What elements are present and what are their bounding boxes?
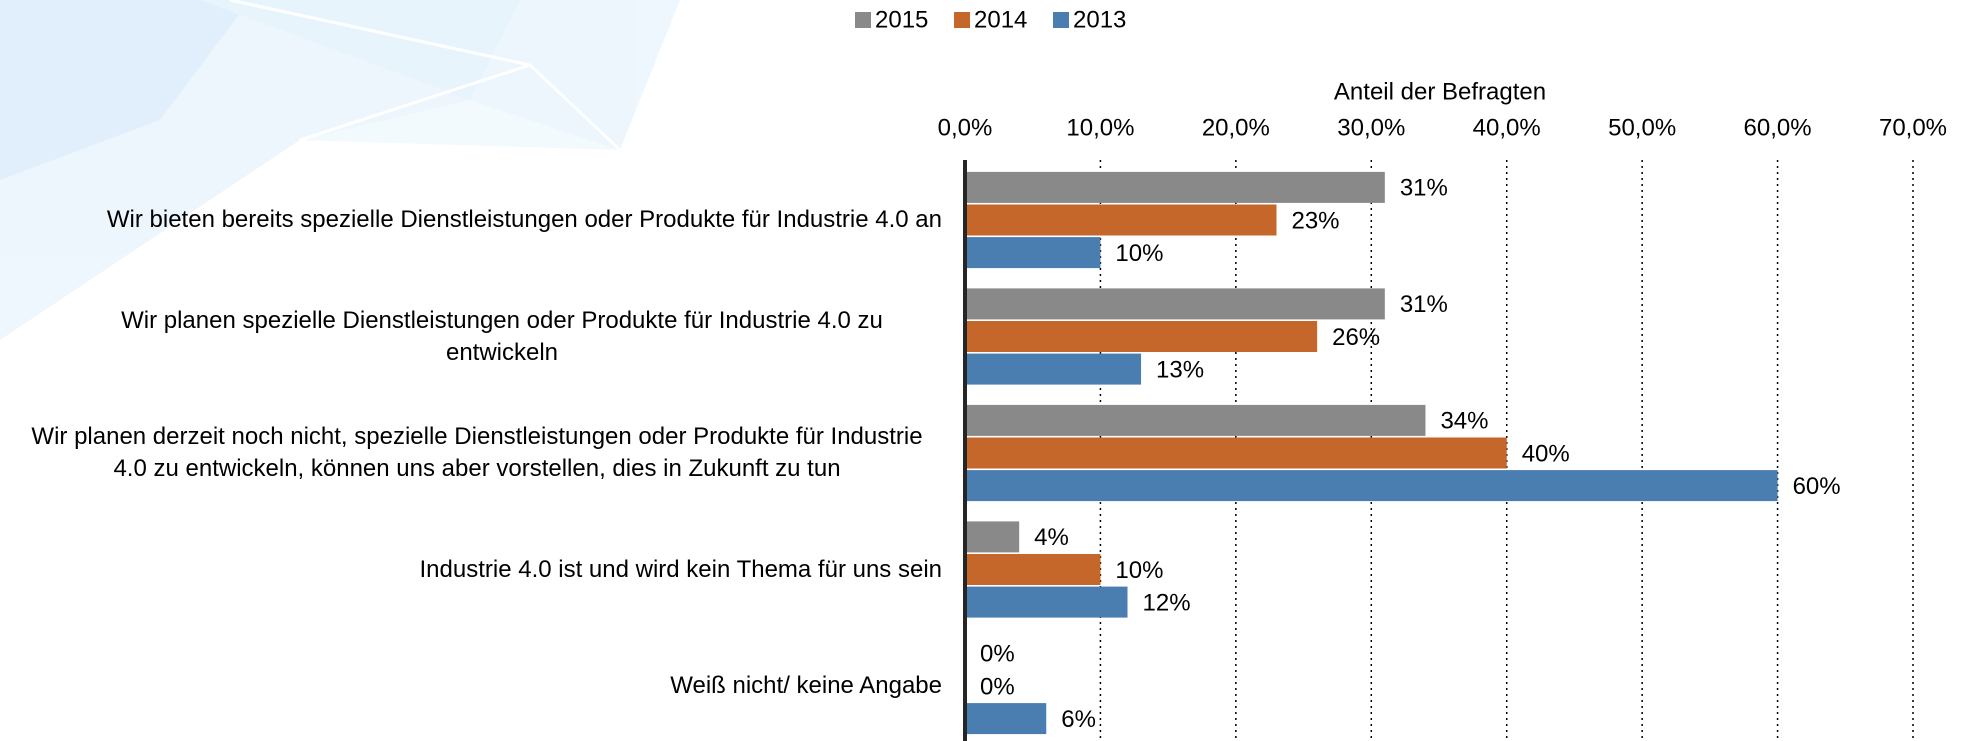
category-label: Wir planen derzeit noch nicht, spezielle… [12,421,942,485]
legend-swatch [855,12,871,28]
x-tick-label: 50,0% [1608,114,1676,141]
x-tick-label: 60,0% [1744,114,1812,141]
data-label: 12% [1143,589,1191,616]
x-tick-label: 70,0% [1879,114,1947,141]
data-label: 0% [980,673,1015,700]
x-tick-label: 30,0% [1337,114,1405,141]
data-label: 4% [1034,524,1069,551]
page: Anteil der Befragten 0,0% 10,0% 20,0% 30,0%… [0,0,1964,741]
data-label: 31% [1400,291,1448,318]
bar [965,703,1046,734]
data-label: 40% [1522,440,1570,467]
x-tick-label: 40,0% [1473,114,1541,141]
bar [965,172,1385,203]
background-decoration [0,0,680,340]
x-tick-label: 0,0% [938,114,993,141]
legend-label: 2014 [974,6,1027,33]
x-axis-title: Anteil der Befragten [1334,78,1546,105]
bar [965,470,1778,501]
chart: Anteil der Befragten 0,0% 10,0% 20,0% 30,0%… [0,0,1964,741]
legend-label: 2015 [875,6,928,33]
bar [965,405,1425,436]
bar [965,237,1100,268]
bar [965,354,1141,385]
data-label: 10% [1115,240,1163,267]
bar [965,587,1128,618]
data-label: 6% [1061,706,1096,733]
data-label: 26% [1332,324,1380,351]
x-tick-label: 10,0% [1066,114,1134,141]
legend-swatch [1053,12,1069,28]
legend-swatch [954,12,970,28]
data-label: 13% [1156,356,1204,383]
data-label: 23% [1291,207,1339,234]
data-label: 60% [1793,473,1841,500]
data-label: 31% [1400,175,1448,202]
category-label: Wir bieten bereits spezielle Dienstleist… [107,204,942,236]
category-label: Weiß nicht/ keine Angabe [670,670,942,702]
bar [965,554,1100,585]
data-label: 34% [1440,408,1488,435]
data-label: 0% [980,641,1015,668]
category-label: Industrie 4.0 ist und wird kein Thema fü… [420,554,943,586]
x-tick-label: 20,0% [1202,114,1270,141]
bar [965,288,1385,319]
bar [965,205,1276,236]
data-label: 10% [1115,557,1163,584]
legend-label: 2013 [1073,6,1126,33]
bar [965,438,1507,469]
category-label: Wir planen spezielle Dienstleistungen od… [62,305,942,369]
bar [965,321,1317,352]
bar [965,521,1019,552]
